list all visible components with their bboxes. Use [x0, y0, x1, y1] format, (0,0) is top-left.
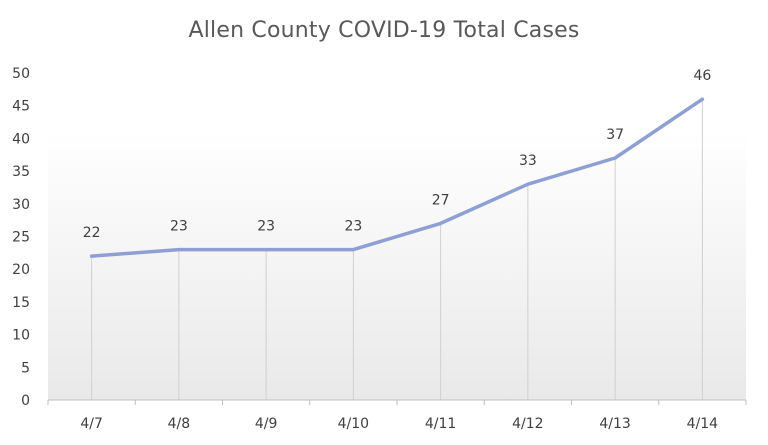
data-label-7: 46	[693, 68, 711, 84]
y-tick-label-4: 20	[12, 262, 30, 278]
y-tick-label-9: 45	[12, 99, 30, 115]
x-tick-label-1: 4/8	[168, 416, 191, 432]
y-tick-label-7: 35	[12, 164, 30, 180]
x-tick-label-4: 4/11	[425, 416, 456, 432]
data-label-1: 23	[170, 219, 188, 235]
x-tick-marks	[47, 400, 747, 405]
y-tick-label-5: 25	[12, 230, 30, 246]
data-label-3: 23	[344, 219, 362, 235]
x-tick-label-3: 4/10	[338, 416, 369, 432]
data-label-4: 27	[432, 192, 450, 208]
drop-lines	[91, 99, 703, 400]
plot-background	[48, 130, 746, 400]
data-label-0: 22	[83, 225, 101, 241]
x-tick-labels: 4/7 4/8 4/9 4/10 4/11 4/12 4/13 4/14	[80, 416, 718, 432]
x-tick-label-0: 4/7	[80, 416, 103, 432]
series-line	[89, 97, 705, 258]
x-tick-label-6: 4/13	[599, 416, 630, 432]
y-tick-label-10: 50	[12, 66, 30, 82]
chart-title: Allen County COVID-19 Total Cases	[188, 18, 580, 43]
y-tick-label-6: 30	[12, 197, 30, 213]
y-tick-labels: 0 5 10 15 20 25 30 35 40 45 50	[12, 66, 30, 409]
y-tick-label-3: 15	[12, 295, 30, 311]
y-tick-label-1: 5	[21, 360, 30, 376]
data-label-5: 33	[519, 153, 537, 169]
x-tick-label-2: 4/9	[255, 416, 278, 432]
y-tick-label-2: 10	[12, 328, 30, 344]
data-label-2: 23	[257, 219, 275, 235]
data-label-6: 37	[606, 127, 624, 143]
y-tick-label-0: 0	[21, 393, 30, 409]
x-tick-label-5: 4/12	[512, 416, 543, 432]
y-tick-label-8: 40	[12, 131, 30, 147]
data-labels: 22 23 23 23 27 33 37 46	[83, 68, 712, 241]
x-tick-label-7: 4/14	[687, 416, 719, 432]
